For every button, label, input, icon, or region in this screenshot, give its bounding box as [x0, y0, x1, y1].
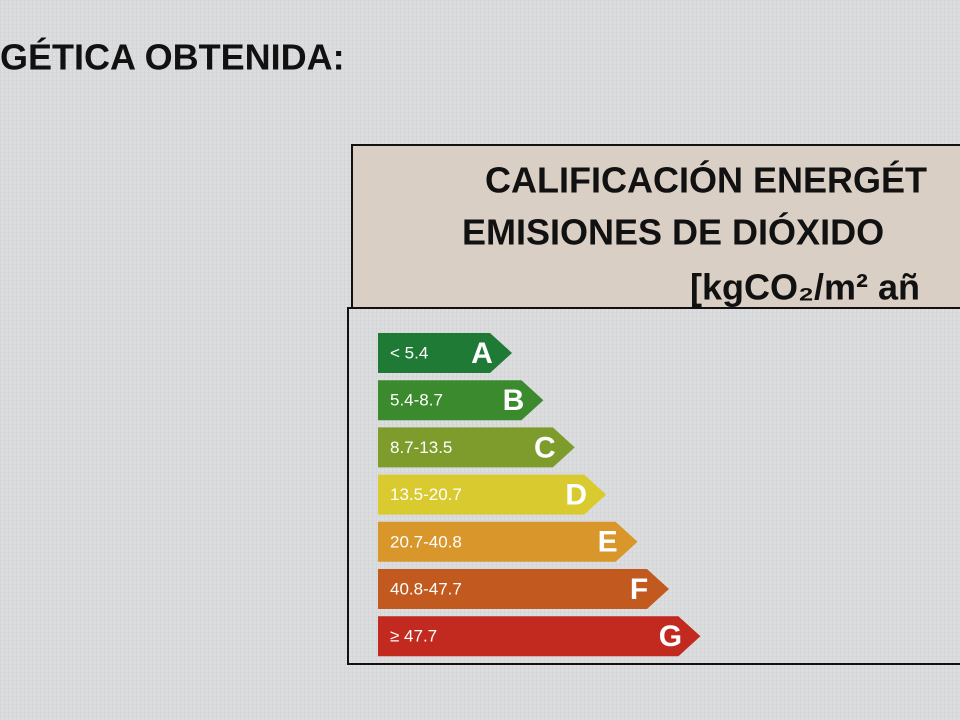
- rating-letter: A: [471, 337, 493, 370]
- table-header-cell: [351, 144, 960, 309]
- header-line: [kgCO₂/m² añ: [690, 267, 920, 308]
- rating-arrow: [378, 380, 544, 421]
- rating-range: 5.4-8.7: [390, 391, 443, 410]
- rating-range: 20.7-40.8: [390, 532, 462, 551]
- rating-letter: E: [598, 526, 618, 559]
- rating-arrow: [378, 474, 607, 515]
- rating-range: 8.7-13.5: [390, 438, 452, 457]
- rating-arrow: [378, 427, 575, 468]
- rating-letter: C: [534, 431, 556, 464]
- rating-letter: G: [659, 620, 682, 653]
- rating-range: ≥ 47.7: [390, 627, 437, 646]
- heading: GÉTICA OBTENIDA:: [0, 37, 345, 78]
- rating-arrow: [378, 616, 701, 657]
- header-line: EMISIONES DE DIÓXIDO: [462, 211, 884, 253]
- rating-range: 40.8-47.7: [390, 579, 462, 598]
- rating-letter: F: [630, 573, 648, 606]
- rating-arrow: [378, 521, 638, 562]
- rating-letter: B: [503, 384, 525, 417]
- rating-arrow: [378, 569, 669, 609]
- rating-arrow: [378, 333, 512, 373]
- header-line: CALIFICACIÓN ENERGÉT: [485, 159, 927, 201]
- rating-cell: [347, 307, 960, 665]
- rating-letter: D: [565, 479, 587, 512]
- rating-range: < 5.4: [390, 343, 428, 362]
- rating-scale: < 5.4 A 5.4-8.7 B 8.7-13.5 C 13.5-20.7 D 20.7-40…: [378, 333, 701, 657]
- rating-range: 13.5-20.7: [390, 485, 462, 504]
